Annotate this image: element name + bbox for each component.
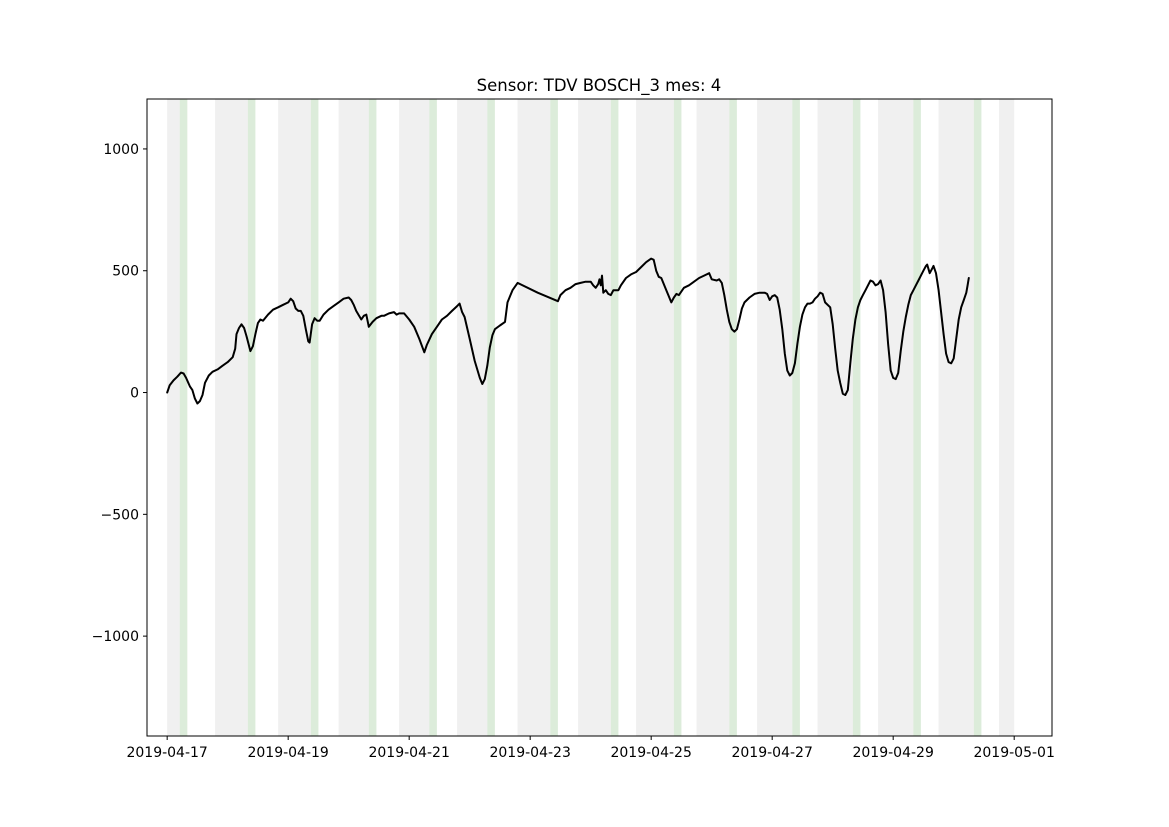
green-span — [487, 99, 495, 736]
plot-frame — [146, 98, 1053, 737]
green-span — [310, 99, 319, 736]
night-span — [817, 99, 853, 736]
night-span — [457, 99, 488, 736]
green-span — [368, 99, 377, 736]
y-tick-label: 500 — [112, 264, 139, 280]
y-tick-label: −1000 — [92, 629, 139, 645]
night-span — [338, 99, 369, 736]
night-span — [517, 99, 551, 736]
green-span — [852, 99, 861, 736]
night-span — [938, 99, 974, 736]
green-span — [550, 99, 558, 736]
green-span — [247, 99, 256, 736]
x-tick-label: 2019-04-27 — [731, 745, 812, 761]
night-span — [578, 99, 611, 736]
green-span — [429, 99, 437, 736]
night-span — [399, 99, 430, 736]
chart-title: Sensor: TDV BOSCH_3 mes: 4 — [477, 76, 722, 96]
night-span — [696, 99, 730, 736]
x-tick-label: 2019-04-21 — [368, 745, 449, 761]
green-span — [729, 99, 737, 736]
shaded-spans — [167, 99, 1015, 736]
x-tick-label: 2019-04-29 — [852, 745, 933, 761]
green-span — [973, 99, 982, 736]
y-tick-label: −500 — [101, 507, 139, 523]
green-span — [610, 99, 619, 736]
y-tick-label: 1000 — [103, 142, 139, 158]
x-tick-label: 2019-04-19 — [247, 745, 328, 761]
green-span — [179, 99, 188, 736]
x-tick-label: 2019-04-23 — [489, 745, 570, 761]
night-span — [167, 99, 180, 736]
y-axis: 1000 500 0 −500 −1000 — [92, 142, 147, 645]
night-span — [278, 99, 311, 736]
series-line — [166, 257, 970, 405]
green-span — [792, 99, 800, 736]
night-span — [215, 99, 248, 736]
x-tick-label: 2019-05-01 — [973, 745, 1054, 761]
x-tick-label: 2019-04-25 — [610, 745, 691, 761]
x-axis: 2019-04-17 2019-04-19 2019-04-21 2019-04-23… — [126, 736, 1055, 761]
y-tick-label: 0 — [130, 386, 139, 402]
night-span — [999, 99, 1015, 736]
night-span — [878, 99, 914, 736]
x-tick-label: 2019-04-17 — [126, 745, 207, 761]
green-span — [673, 99, 682, 736]
green-span — [913, 99, 921, 736]
series-layer — [166, 257, 970, 405]
night-span — [636, 99, 674, 736]
plot-area — [146, 98, 1053, 737]
night-span — [757, 99, 793, 736]
